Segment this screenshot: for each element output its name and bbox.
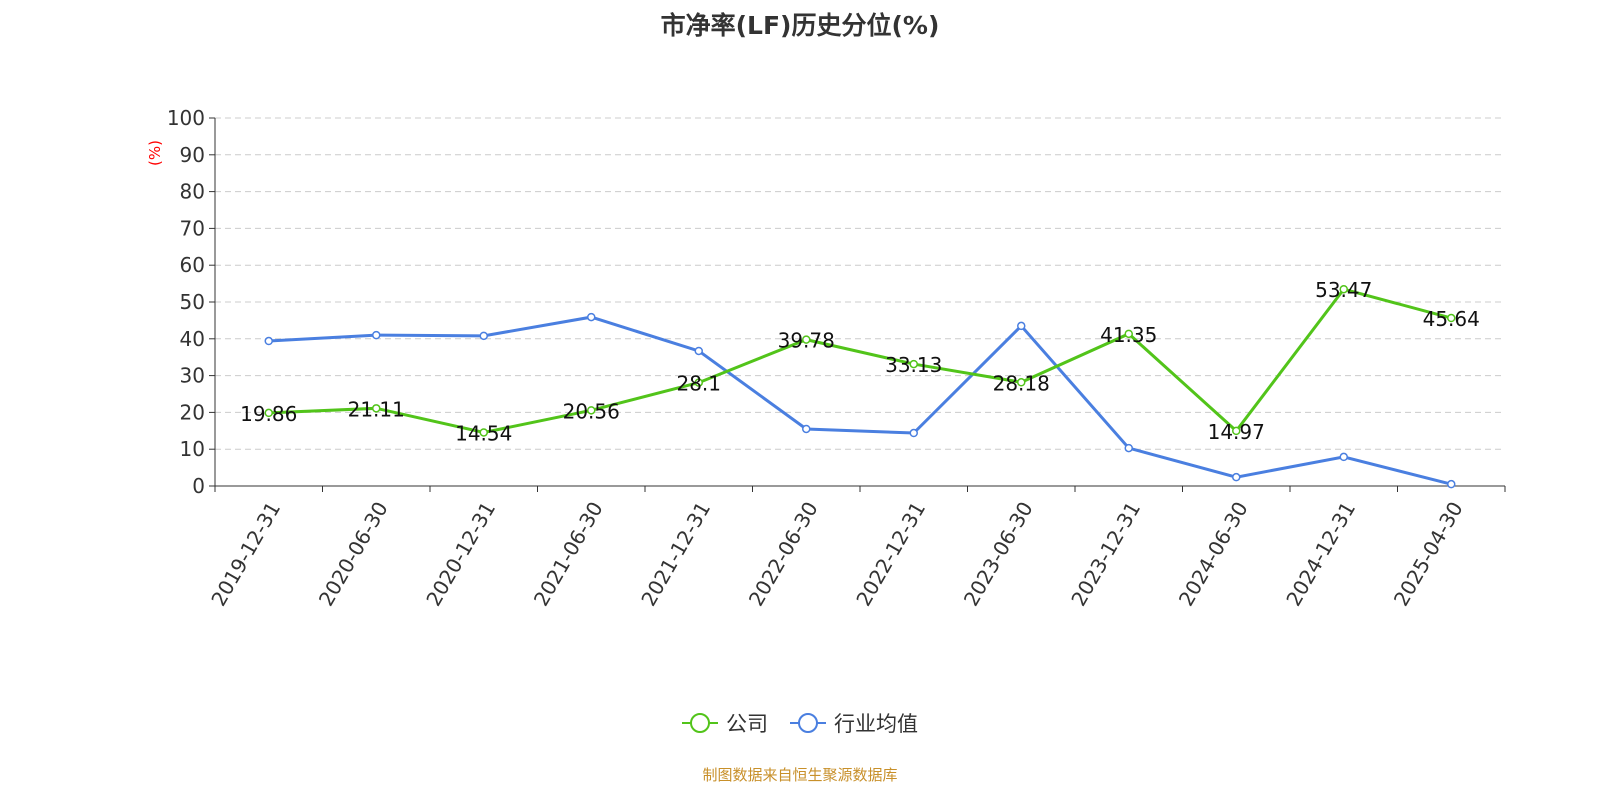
source-footer: 制图数据来自恒生聚源数据库 (702, 766, 898, 784)
data-point (479, 428, 488, 437)
y-tick-label: 80 (180, 180, 205, 204)
legend-label: 行业均值 (834, 712, 918, 736)
x-tick-label: 2021-06-30 (529, 498, 608, 611)
data-label: 28.18 (993, 371, 1050, 395)
x-tick-label: 2022-12-31 (851, 498, 930, 611)
y-tick-label: 10 (180, 437, 205, 461)
data-point (1124, 443, 1133, 453)
x-tick-label: 2021-12-31 (636, 498, 715, 611)
data-point (264, 408, 273, 418)
data-point (802, 424, 811, 434)
y-tick-label: 30 (180, 364, 205, 388)
data-point (479, 331, 488, 341)
data-label: 53.47 (1315, 278, 1372, 302)
x-tick-label: 2025-04-30 (1389, 498, 1468, 611)
data-point (802, 335, 811, 344)
data-label: 19.86 (240, 402, 297, 426)
y-tick-label: 70 (180, 216, 205, 240)
y-tick-label: 90 (180, 143, 205, 167)
data-label: 21.11 (348, 397, 405, 421)
series-line (268, 287, 1452, 435)
legend-item[interactable]: 行业均值 (790, 708, 918, 738)
data-point (1339, 284, 1348, 294)
y-tick-label: 20 (180, 400, 205, 424)
legend: 公司 行业均值 (0, 708, 1600, 738)
data-label: 45.64 (1423, 307, 1480, 331)
y-tick-label: 0 (192, 474, 205, 498)
data-point (587, 406, 596, 415)
y-tick-label: 60 (180, 253, 205, 277)
x-tick-label: 2023-06-30 (959, 498, 1038, 611)
data-label: 39.78 (778, 329, 835, 353)
series-line (268, 315, 1452, 486)
chart-title: 市净率(LF)历史分位(%) (660, 11, 940, 40)
data-label: 14.54 (455, 421, 512, 445)
data-point (909, 428, 918, 438)
x-tick-label: 2020-06-30 (314, 498, 393, 611)
legend-line-circle-icon (682, 713, 718, 733)
legend-label: 公司 (726, 712, 768, 736)
data-point (1017, 321, 1026, 331)
data-point (1124, 329, 1133, 339)
data-point (909, 359, 918, 369)
data-label: 14.97 (1208, 420, 1265, 444)
y-tick-label: 50 (180, 290, 205, 314)
data-point (372, 404, 381, 413)
data-point (264, 336, 273, 346)
x-tick-label: 2020-12-31 (421, 498, 500, 611)
data-point (694, 378, 703, 387)
data-point (1447, 479, 1456, 489)
x-tick-label: 2019-12-31 (206, 498, 285, 611)
data-point (372, 330, 381, 340)
data-point (587, 312, 596, 322)
y-tick-label: 100 (167, 106, 205, 130)
data-label: 20.56 (563, 399, 620, 423)
x-tick-label: 2024-06-30 (1174, 498, 1253, 611)
x-tick-label: 2024-12-31 (1281, 498, 1360, 611)
data-label: 28.1 (676, 372, 721, 396)
data-point (1017, 378, 1026, 387)
data-point (1447, 313, 1456, 323)
x-tick-label: 2022-06-30 (744, 498, 823, 611)
x-tick-label: 2023-12-31 (1066, 498, 1145, 611)
data-point (1232, 426, 1241, 436)
data-point (1232, 472, 1241, 482)
data-label: 41.35 (1100, 323, 1157, 347)
data-point (1339, 452, 1348, 462)
data-label: 33.13 (885, 353, 942, 377)
y-tick-label: 40 (180, 327, 205, 351)
data-point (694, 346, 703, 356)
y-axis-label: (%) (146, 140, 164, 166)
legend-item[interactable]: 公司 (682, 708, 768, 738)
legend-line-circle-icon (790, 713, 826, 733)
